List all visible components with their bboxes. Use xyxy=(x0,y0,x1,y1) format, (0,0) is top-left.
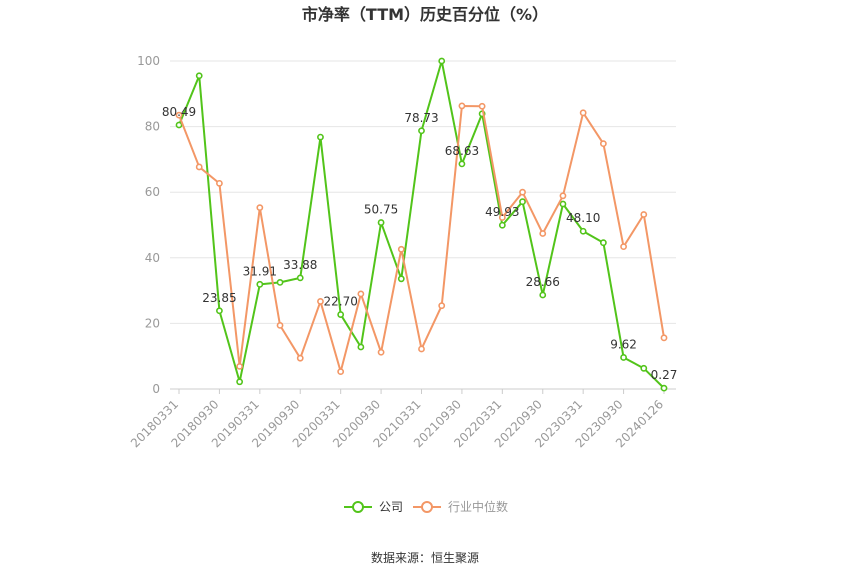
legend-industry-marker xyxy=(421,501,433,513)
company-data-label: 80.49 xyxy=(162,105,196,119)
industry-point xyxy=(195,163,203,171)
company-point xyxy=(579,227,587,235)
company-data-label: 48.10 xyxy=(566,211,600,225)
industry-point xyxy=(216,179,223,187)
company-data-label: 22.70 xyxy=(323,295,357,309)
industry-point xyxy=(599,140,607,148)
company-point xyxy=(559,200,567,208)
company-point xyxy=(620,354,627,361)
legend-item-company[interactable]: 公司 xyxy=(344,500,403,514)
company-point xyxy=(317,133,324,141)
industry-point xyxy=(337,368,345,376)
company-point xyxy=(377,219,385,226)
industry-point xyxy=(640,211,648,218)
company-point xyxy=(256,280,264,288)
industry-point xyxy=(377,348,385,356)
company-point xyxy=(539,291,547,299)
y-tick-label: 80 xyxy=(145,120,160,134)
company-point xyxy=(418,127,425,135)
industry-point xyxy=(539,230,547,237)
chart-title: 市净率（TTM）历史百分位（%） xyxy=(302,5,548,24)
legend-item-industry[interactable]: 行业中位数 xyxy=(413,499,508,514)
data-labels: 80.49 23.85 31.91 33.88 22.70 50.75 78.73 68.63… xyxy=(162,105,678,382)
industry-point xyxy=(357,290,365,298)
legend: 公司 行业中位数 xyxy=(344,499,508,514)
legend-industry-label: 行业中位数 xyxy=(448,499,508,514)
company-point xyxy=(357,343,365,351)
industry-point xyxy=(519,188,526,196)
y-tick-label: 0 xyxy=(152,382,160,396)
company-data-label: 68.63 xyxy=(445,144,479,158)
industry-point xyxy=(478,102,486,110)
company-data-label: 0.27 xyxy=(651,368,678,382)
series-lines xyxy=(175,57,668,392)
company-point xyxy=(438,57,446,65)
company-point xyxy=(397,275,405,283)
company-point xyxy=(660,384,668,392)
company-data-label: 50.75 xyxy=(364,203,398,217)
company-point xyxy=(498,221,506,229)
legend-company-marker xyxy=(352,501,364,513)
y-axis: 0 20 40 60 80 100 xyxy=(137,54,160,396)
industry-point xyxy=(418,345,425,353)
company-data-label: 31.91 xyxy=(243,264,277,278)
y-tick-label: 20 xyxy=(145,316,160,330)
company-point xyxy=(519,198,526,206)
industry-line xyxy=(178,104,665,373)
company-data-label: 78.73 xyxy=(404,111,438,125)
company-point xyxy=(337,311,345,318)
industry-point xyxy=(579,109,587,117)
y-tick-label: 100 xyxy=(137,54,160,68)
industry-point xyxy=(256,204,264,212)
company-point xyxy=(640,364,648,372)
x-axis: 2018033120180930201903312019093020200331… xyxy=(128,388,676,450)
company-point xyxy=(458,160,466,168)
company-data-label: 33.88 xyxy=(283,258,317,272)
legend-company-label: 公司 xyxy=(379,500,403,514)
company-point xyxy=(599,239,607,247)
y-tick-label: 60 xyxy=(145,185,160,199)
data-source: 数据来源：恒生聚源 xyxy=(371,550,479,565)
company-point xyxy=(296,274,304,282)
company-data-label: 23.85 xyxy=(202,291,236,305)
company-point xyxy=(236,378,244,386)
industry-point xyxy=(276,321,284,329)
company-data-label: 9.62 xyxy=(610,337,637,351)
industry-point xyxy=(559,192,567,200)
industry-point xyxy=(660,334,668,342)
industry-point xyxy=(620,243,627,251)
industry-point xyxy=(175,111,183,119)
industry-point xyxy=(397,245,405,253)
company-data-label: 49.93 xyxy=(485,205,519,219)
y-tick-label: 40 xyxy=(145,251,160,265)
industry-point xyxy=(317,298,324,305)
industry-point xyxy=(296,354,304,362)
industry-point xyxy=(438,302,446,310)
company-point xyxy=(195,72,203,80)
industry-point xyxy=(458,102,466,110)
company-point xyxy=(175,121,183,129)
company-point xyxy=(216,307,223,315)
company-point xyxy=(276,278,284,286)
company-data-label: 28.66 xyxy=(526,275,560,289)
industry-point xyxy=(498,214,506,221)
industry-point xyxy=(236,362,244,370)
